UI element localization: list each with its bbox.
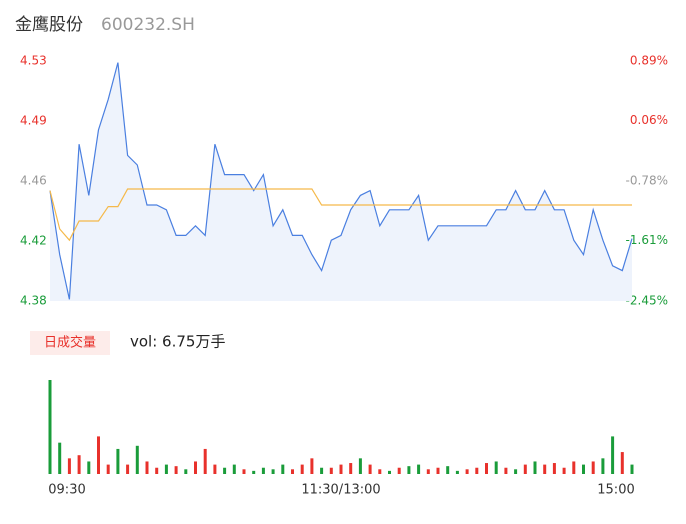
volume-bar (552, 463, 556, 474)
volume-bar (388, 470, 391, 474)
y2-tick-label: 0.06% (630, 113, 668, 127)
y2-tick-label: 0.89% (630, 54, 668, 68)
volume-bar (630, 464, 634, 474)
volume-bar (407, 466, 411, 474)
volume-bar (87, 461, 91, 474)
volume-bar (135, 445, 139, 474)
y-tick-label: 4.53 (20, 54, 47, 68)
volume-bar (203, 448, 207, 474)
volume-bar (281, 464, 285, 474)
price-area (50, 62, 632, 301)
volume-bar (261, 467, 265, 474)
volume-bar (358, 458, 362, 474)
y2-tick-label: -0.78% (626, 174, 668, 188)
volume-bar (174, 466, 178, 474)
volume-bar (310, 458, 314, 474)
volume-bar (475, 467, 479, 474)
volume-bar (106, 464, 110, 474)
volume-bar (523, 464, 527, 474)
volume-total: vol: 6.75万手 (130, 333, 225, 351)
volume-bar (485, 463, 488, 474)
volume-bar (155, 467, 159, 474)
y-tick-label: 4.38 (20, 294, 47, 308)
volume-bar (620, 452, 624, 474)
volume-bar (116, 448, 120, 474)
volume-bar (465, 469, 469, 474)
volume-bar (232, 464, 236, 474)
x-tick-label: 15:00 (597, 483, 634, 498)
volume-bar (504, 467, 508, 474)
y-tick-label: 4.46 (20, 174, 47, 188)
y-tick-label: 4.49 (20, 114, 47, 128)
volume-bar (300, 464, 304, 474)
volume-bar (446, 466, 450, 474)
volume-bar (514, 469, 518, 474)
volume-bar (329, 467, 333, 474)
x-tick-label: 11:30/13:00 (301, 483, 380, 498)
volume-bar (77, 455, 81, 474)
volume-bar (533, 461, 537, 474)
volume-bar (164, 464, 168, 474)
volume-bar (591, 461, 595, 474)
volume-bar (611, 436, 615, 474)
y-tick-label: 4.42 (20, 234, 47, 248)
volume-bar (213, 464, 217, 474)
volume-bar (97, 436, 100, 474)
volume-bar (562, 467, 566, 474)
stock-name: 金鹰股份 (15, 15, 83, 35)
legend-box (30, 331, 110, 355)
volume-bar (436, 467, 440, 474)
average-line (49, 188, 632, 242)
volume-bar (48, 380, 52, 474)
volume-bar (242, 469, 246, 474)
volume-bar (58, 442, 62, 474)
stock-code: 600232.SH (101, 15, 195, 35)
y2-tick-label: -2.45% (626, 294, 668, 308)
price-line (49, 62, 633, 300)
volume-bar (378, 469, 382, 474)
volume-bar (223, 467, 227, 474)
x-tick-label: 09:30 (48, 483, 85, 498)
volume-legend: 日成交量 (44, 335, 96, 351)
y2-tick-label: -1.61% (626, 233, 668, 247)
volume-bar (494, 461, 498, 474)
volume-bar (184, 469, 188, 474)
volume-bar (368, 464, 372, 474)
volume-bar (67, 458, 71, 474)
volume-bar (320, 467, 324, 474)
volume-bar (601, 458, 605, 474)
volume-bar (252, 470, 256, 474)
volume-bar (339, 464, 343, 474)
volume-bar (582, 464, 585, 474)
volume-bar (572, 461, 576, 474)
volume-bar (194, 461, 197, 474)
volume-bar (426, 469, 430, 474)
volume-bar (271, 469, 275, 474)
volume-bar (417, 464, 421, 474)
volume-bar (543, 464, 547, 474)
volume-bar (126, 464, 130, 474)
volume-bar (291, 469, 294, 474)
volume-bar (349, 463, 353, 474)
volume-bar (397, 467, 401, 474)
volume-bar (455, 470, 459, 474)
volume-bar (145, 461, 149, 474)
